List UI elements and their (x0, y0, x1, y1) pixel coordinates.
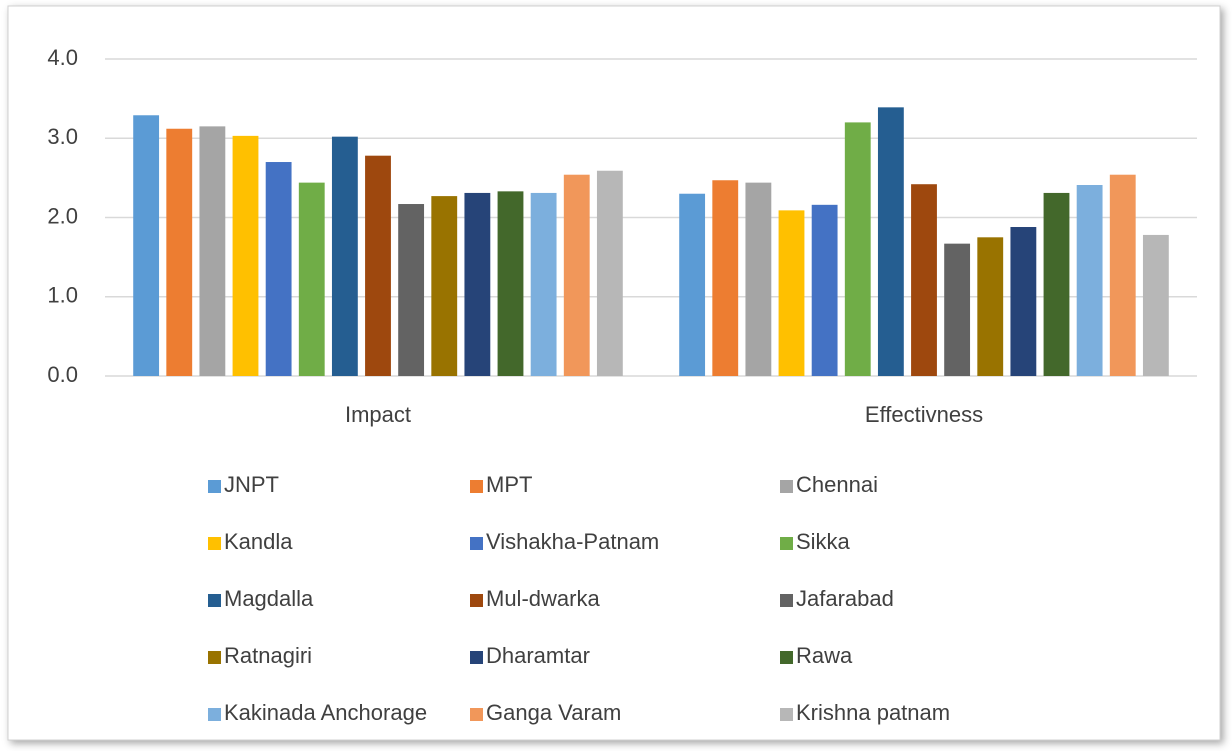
legend-swatch (208, 594, 221, 607)
bar (1076, 185, 1103, 376)
bar (199, 126, 226, 376)
legend-label: JNPT (224, 472, 279, 497)
legend-label: Mul-dwarka (486, 586, 600, 611)
legend-swatch (208, 480, 221, 493)
bar (464, 192, 491, 376)
legend-swatch (470, 708, 483, 721)
legend-swatch (780, 708, 793, 721)
legend-swatch (780, 651, 793, 664)
y-tick-label: 1.0 (47, 283, 78, 308)
bar (331, 136, 358, 376)
legend-label: Jafarabad (796, 586, 894, 611)
bar (679, 193, 706, 376)
legend-swatch (208, 708, 221, 721)
legend-label: Sikka (796, 529, 851, 554)
legend-label: Vishakha-Patnam (486, 529, 659, 554)
legend-swatch (208, 651, 221, 664)
bar (133, 115, 160, 376)
y-tick-label: 3.0 (47, 124, 78, 149)
legend-swatch (208, 537, 221, 550)
legend-swatch (470, 651, 483, 664)
legend-label: Dharamtar (486, 643, 590, 668)
legend-swatch (470, 537, 483, 550)
x-tick-label: Impact (345, 402, 411, 427)
bar (431, 196, 458, 376)
legend-label: Rawa (796, 643, 853, 668)
legend-swatch (780, 594, 793, 607)
y-tick-label: 0.0 (47, 362, 78, 387)
bar (712, 180, 739, 376)
legend-swatch (470, 480, 483, 493)
bar (911, 184, 937, 376)
bar (778, 210, 805, 376)
bar (977, 237, 1004, 376)
legend-label: MPT (486, 472, 532, 497)
bar (877, 107, 904, 376)
y-tick-label: 2.0 (47, 203, 78, 228)
x-tick-label: Effectivness (865, 402, 983, 427)
bar (166, 128, 193, 376)
bar (811, 204, 838, 376)
bar (265, 162, 292, 376)
legend-swatch (780, 480, 793, 493)
bar (497, 191, 524, 376)
legend-label: Ratnagiri (224, 643, 312, 668)
legend-swatch (470, 594, 483, 607)
legend-label: Kakinada Anchorage (224, 700, 427, 725)
bar (232, 135, 259, 376)
legend-label: Magdalla (224, 586, 314, 611)
bar (530, 192, 557, 376)
bar (563, 174, 590, 376)
bar (1109, 174, 1136, 376)
bar (844, 122, 871, 377)
bar (1043, 192, 1070, 376)
y-tick-label: 4.0 (47, 45, 78, 70)
bar (745, 182, 772, 376)
bar (298, 182, 325, 376)
bar (596, 170, 623, 376)
legend-swatch (780, 537, 793, 550)
bar (365, 155, 391, 376)
legend-label: Krishna patnam (796, 700, 950, 725)
legend-label: Ganga Varam (486, 700, 621, 725)
bar (944, 243, 971, 376)
legend-label: Chennai (796, 472, 878, 497)
bar (398, 204, 425, 376)
bar (1010, 227, 1037, 376)
bar (1142, 234, 1169, 376)
legend-label: Kandla (224, 529, 293, 554)
